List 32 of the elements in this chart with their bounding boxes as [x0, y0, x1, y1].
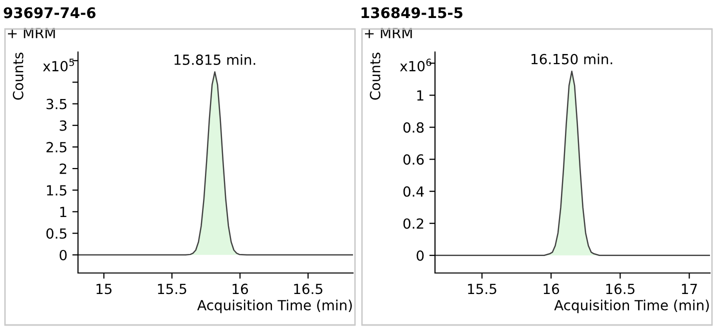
chart-title: 93697-74-6	[4, 7, 96, 18]
x-tick-label: 15.5	[158, 284, 186, 294]
text: x10$^{5}$	[43, 58, 74, 72]
text: x10$^{6}$	[400, 58, 432, 72]
y-axis-title: Counts	[12, 52, 24, 100]
x-axis-title: Acquisition Time (min)	[554, 300, 709, 314]
y-axis-title: Counts	[370, 52, 380, 100]
x-tick-label: 16	[544, 284, 560, 294]
y-tick-label: 3	[60, 120, 66, 131]
y-tick-label: 0.6	[403, 154, 424, 165]
chart-title: 136849-15-5	[362, 7, 462, 18]
x-tick-label: 16.5	[294, 284, 322, 294]
y-tick-label: 0.5	[46, 228, 66, 239]
y-tick-label: 1	[60, 206, 66, 217]
y-tick-label: 0.2	[403, 218, 424, 229]
y-tick-label: 2	[60, 164, 66, 174]
x-tick-label: 15.5	[468, 284, 496, 294]
x-tick-label: 15	[96, 284, 112, 294]
x-tick-label: 16.5	[606, 284, 634, 294]
y-tick-label: 0.8	[403, 122, 424, 133]
x-tick-label: 16	[232, 284, 248, 294]
y-tick-label: 0	[60, 250, 67, 260]
y-tick-label: 0.4	[403, 186, 424, 197]
y-tick-label: 0	[416, 250, 424, 261]
x-axis-title: Acquisition Time (min)	[197, 300, 352, 314]
y-tick-label: 1	[417, 90, 424, 101]
x-tick-label: 17	[682, 284, 697, 294]
annotation: 15.815 min.	[174, 54, 256, 65]
y-tick-label: 3.5	[46, 98, 66, 110]
annotation: 16.150 min.	[532, 54, 612, 64]
y-tick-label: 1.5	[47, 185, 66, 196]
y-tick-label: 2.5	[46, 142, 66, 152]
